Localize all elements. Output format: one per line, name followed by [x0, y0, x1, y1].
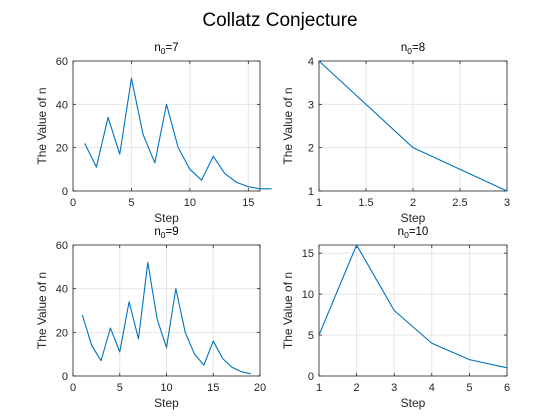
y-tick-label: 0: [62, 371, 68, 383]
x-tick-label: 2: [410, 197, 416, 209]
x-tick-label: 1.5: [358, 197, 373, 209]
subplot-4: 1 2 3 4 5 6 0 5 10 15 n0=10 Step The Value of n: [281, 226, 510, 410]
y-axis-label: The Value of n: [35, 272, 49, 349]
axes-box: [318, 244, 508, 377]
x-tick-label: 10: [160, 382, 172, 394]
x-tick-label: 5: [128, 197, 134, 209]
series-line: [81, 261, 251, 375]
x-tick-label: 6: [504, 382, 510, 394]
y-tick-label: 40: [56, 284, 68, 296]
x-tick-label: 1: [316, 197, 322, 209]
x-tick-label: 1: [316, 382, 322, 394]
series-line: [318, 60, 508, 192]
x-axis-label: Step: [401, 396, 426, 410]
y-tick-label: 4: [308, 56, 314, 68]
x-tick-label: 5: [117, 382, 123, 394]
y-tick-label: 60: [56, 56, 68, 68]
figure-title: Collatz Conjecture: [202, 10, 358, 31]
x-tick-label: 0: [70, 382, 76, 394]
x-tick-label: 2.5: [452, 197, 467, 209]
y-tick-label: 2: [308, 143, 314, 155]
x-tick-label: 2: [354, 382, 360, 394]
subplot-title: n0=9: [154, 226, 178, 240]
y-axis-label: The Value of n: [35, 87, 49, 164]
x-tick-label: 3: [391, 382, 397, 394]
x-axis-label: Step: [154, 211, 179, 225]
y-tick-label: 10: [302, 289, 314, 301]
subplot-title: n0=7: [154, 42, 178, 56]
x-tick-label: 20: [254, 382, 266, 394]
series-line: [318, 244, 508, 369]
axes-box: [72, 60, 261, 192]
x-axis-label: Step: [154, 396, 179, 410]
x-tick-label: 15: [242, 197, 254, 209]
x-tick-label: 10: [184, 197, 196, 209]
y-tick-label: 1: [308, 186, 314, 198]
x-tick-label: 15: [207, 382, 219, 394]
y-tick-label: 15: [302, 248, 314, 260]
subplot-2: 1 1.5 2 2.5 3 1 2 3 4 n0=8 Step The Value of n: [281, 42, 510, 225]
x-tick-label: 4: [429, 382, 435, 394]
y-tick-label: 40: [56, 99, 68, 111]
y-axis-label: The Value of n: [281, 272, 295, 349]
y-tick-label: 0: [308, 371, 314, 383]
y-tick-label: 3: [308, 99, 314, 111]
x-axis-label: Step: [401, 211, 426, 225]
x-tick-label: 0: [70, 197, 76, 209]
y-tick-label: 20: [56, 143, 68, 155]
x-tick-label: 3: [504, 197, 510, 209]
x-tick-label: 5: [466, 382, 472, 394]
subplot-title: n0=10: [398, 226, 429, 240]
y-tick-label: 20: [56, 327, 68, 339]
y-tick-label: 60: [56, 240, 68, 252]
y-tick-label: 5: [308, 330, 314, 342]
y-tick-label: 0: [62, 186, 68, 198]
series-line: [84, 77, 272, 190]
subplot-title: n0=8: [401, 42, 425, 56]
subplot-1: 0 5 10 15 0 20 40 60 n0=7 Step The Value of n: [35, 42, 272, 225]
subplot-3: 0 5 10 15 20 0 20 40 60 n0=9 Step The Value of n: [35, 226, 266, 410]
y-axis-label: The Value of n: [281, 87, 295, 164]
